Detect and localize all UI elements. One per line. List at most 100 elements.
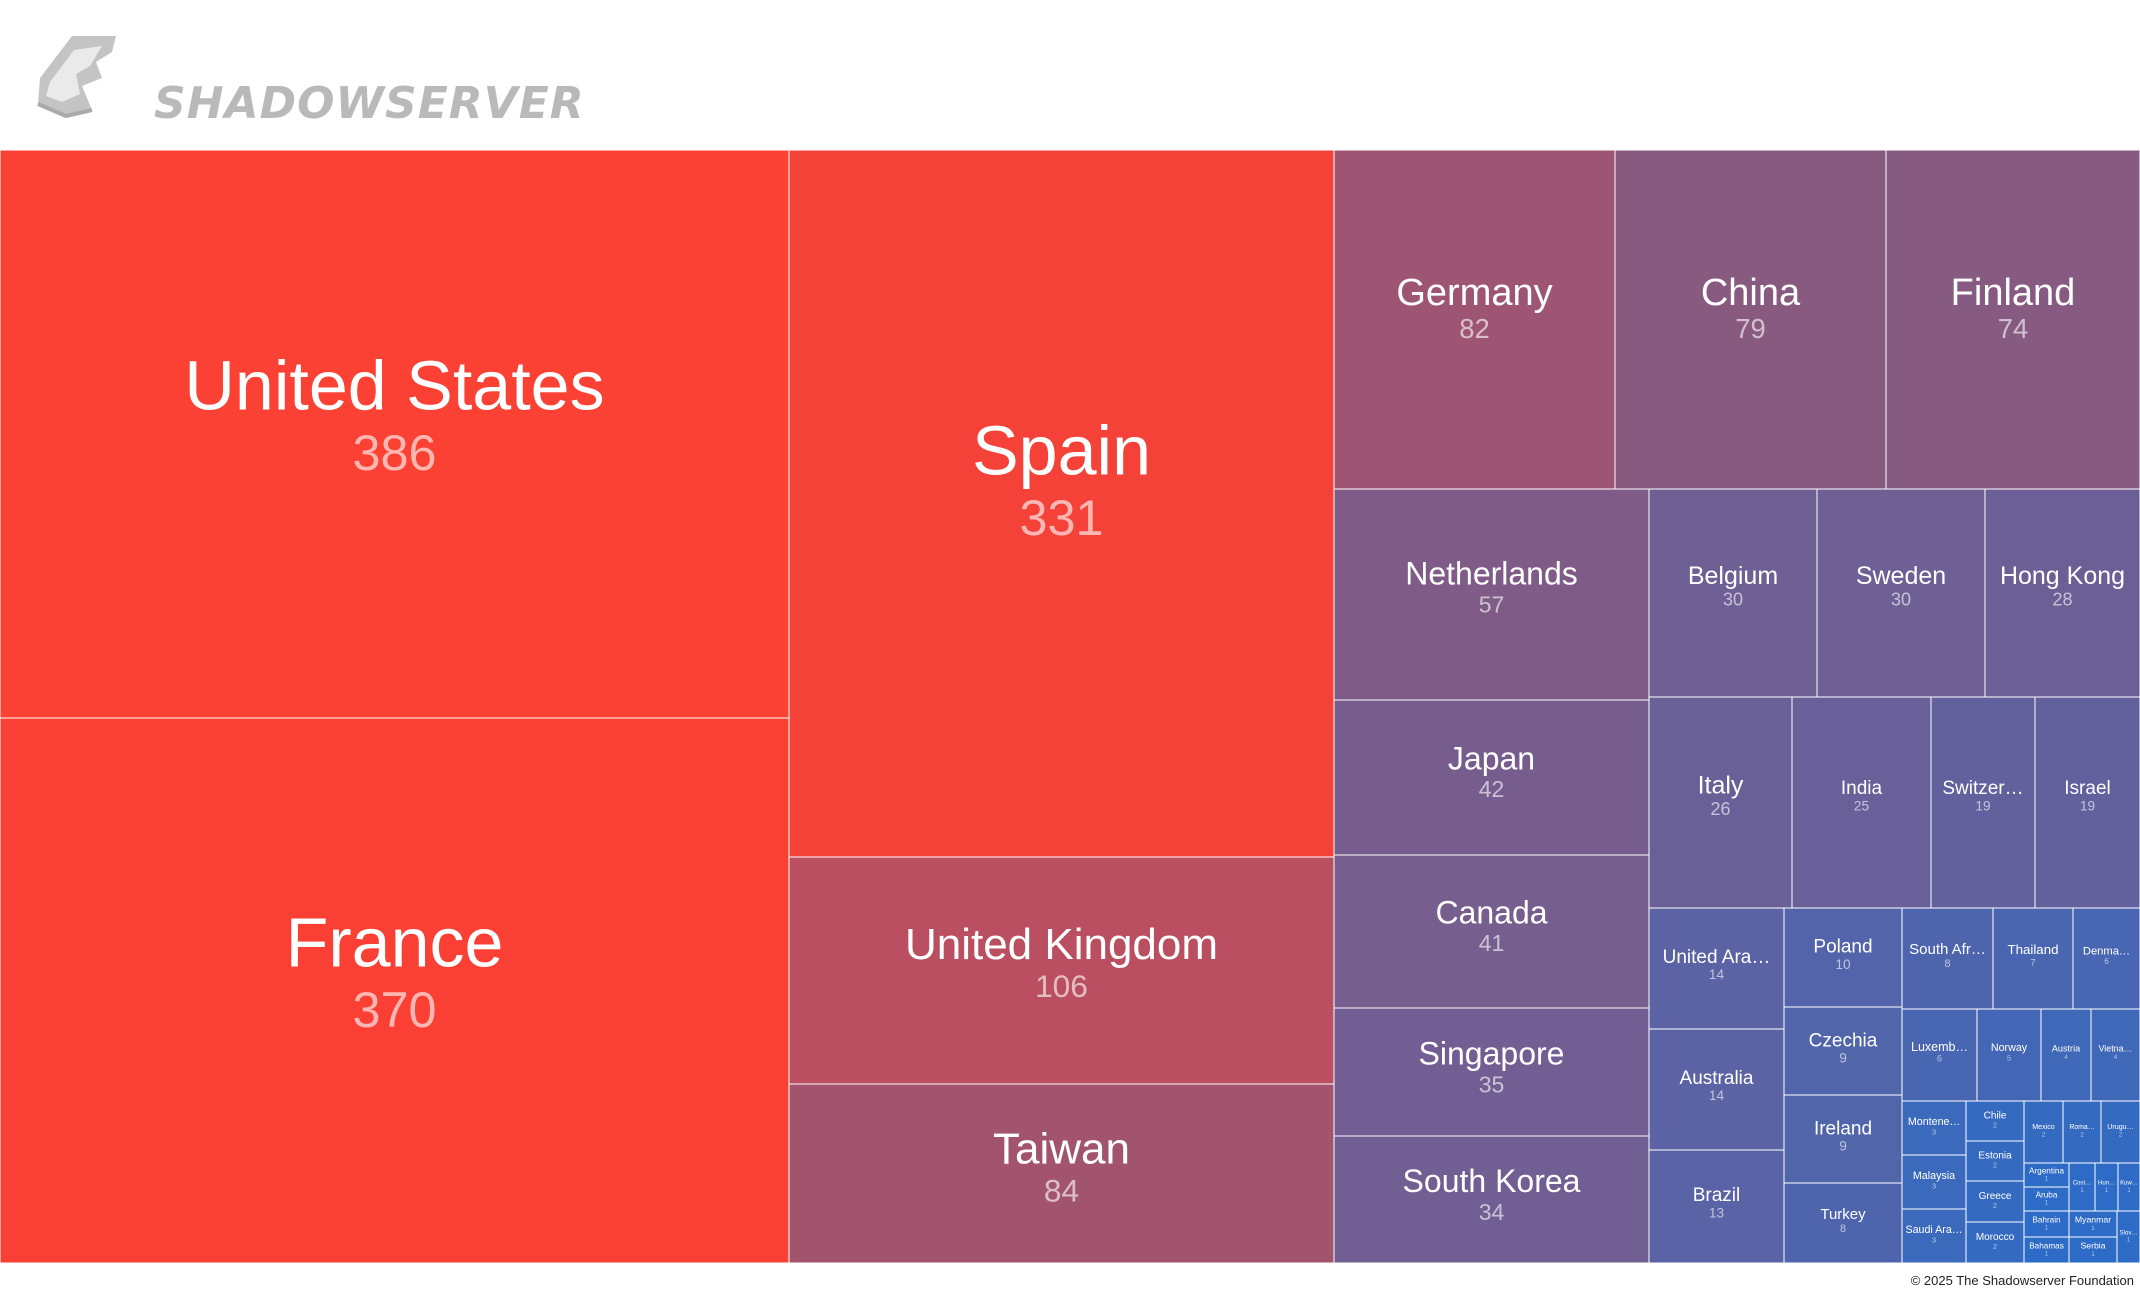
tile-rect-slovakia[interactable] — [2116, 1210, 2140, 1263]
tile-denmark[interactable]: Denma…6 — [2072, 907, 2140, 1010]
tile-rect-singapore[interactable] — [1333, 1007, 1650, 1137]
tile-rect-italy[interactable] — [1648, 696, 1793, 909]
tile-label-greece: Greece — [1979, 1191, 2012, 1202]
tile-uruguay[interactable]: Urugu…2 — [2100, 1100, 2140, 1164]
tile-rect-china[interactable] — [1614, 150, 1887, 490]
tile-rect-netherlands[interactable] — [1333, 488, 1650, 701]
tile-rect-romania[interactable] — [2062, 1100, 2102, 1164]
tile-bahamas[interactable]: Bahamas 1 — [2023, 1236, 2070, 1263]
tile-rect-ireland[interactable] — [1783, 1094, 1903, 1184]
tile-kuwait[interactable]: Kuw…1 — [2117, 1162, 2140, 1212]
tile-rect-japan[interactable] — [1333, 699, 1650, 856]
tile-rect-estonia[interactable] — [1965, 1140, 2025, 1182]
tile-value-malaysia: 3 — [1932, 1181, 1936, 1190]
tile-switzerland[interactable]: Switzer…19 — [1930, 696, 2036, 909]
tile-rect-united-kingdom[interactable] — [788, 856, 1335, 1085]
tile-rect-taiwan[interactable] — [788, 1083, 1335, 1263]
tile-rect-belgium[interactable] — [1648, 488, 1818, 698]
tile-rect-chile[interactable] — [1965, 1100, 2025, 1142]
tile-rect-brazil[interactable] — [1648, 1149, 1785, 1263]
tile-rect-south-korea[interactable] — [1333, 1135, 1650, 1263]
tile-rect-thailand[interactable] — [1992, 907, 2074, 1010]
tile-rect-switzerland[interactable] — [1930, 696, 2036, 909]
tile-south-africa[interactable]: South Afr…8 — [1901, 907, 1994, 1010]
tile-montenegro[interactable]: Montene…3 — [1901, 1100, 1967, 1156]
tile-rect-poland[interactable] — [1783, 907, 1903, 1008]
tile-rect-india[interactable] — [1791, 696, 1932, 909]
tile-rect-south-africa[interactable] — [1901, 907, 1994, 1010]
tile-bahrain[interactable]: Bahrain 1 — [2023, 1210, 2070, 1238]
tile-rect-czechia[interactable] — [1783, 1006, 1903, 1096]
tile-rect-hong-kong[interactable] — [1984, 488, 2140, 698]
tile-vietnam[interactable]: Vietna…4 — [2090, 1008, 2140, 1102]
tile-rect-myanmar[interactable] — [2068, 1210, 2118, 1238]
tile-rect-turkey[interactable] — [1783, 1182, 1903, 1263]
tile-rect-sweden[interactable] — [1816, 488, 1986, 698]
tile-costa-rica[interactable]: Cost…1 — [2068, 1162, 2096, 1212]
tile-hungary[interactable]: Hun…1 — [2094, 1162, 2119, 1212]
tile-rect-saudi-arabia[interactable] — [1901, 1208, 1967, 1263]
tile-rect-france[interactable] — [0, 717, 790, 1263]
tile-rect-norway[interactable] — [1976, 1008, 2042, 1102]
tile-rect-uruguay[interactable] — [2100, 1100, 2140, 1164]
tile-slovakia[interactable]: Slov…1 — [2116, 1210, 2140, 1263]
tile-rect-israel[interactable] — [2034, 696, 2140, 909]
tile-united-arab-emirates[interactable]: United Ara…14 — [1648, 907, 1785, 1030]
tile-rect-australia[interactable] — [1648, 1028, 1785, 1151]
tile-value-montenegro: 3 — [1932, 1127, 1936, 1136]
tile-saudi-arabia[interactable]: Saudi Ara…3 — [1901, 1208, 1967, 1263]
tile-rect-united-states[interactable] — [0, 150, 790, 719]
tile-rect-finland[interactable] — [1885, 150, 2140, 490]
tile-rect-denmark[interactable] — [2072, 907, 2140, 1010]
tile-rect-greece[interactable] — [1965, 1180, 2025, 1223]
tile-label-belgium: Belgium — [1688, 562, 1778, 590]
tile-rect-canada[interactable] — [1333, 854, 1650, 1009]
tile-rect-spain[interactable] — [788, 150, 1335, 858]
tile-rect-bahrain[interactable] — [2023, 1210, 2070, 1238]
tile-romania[interactable]: Roma…2 — [2062, 1100, 2102, 1164]
tile-rect-malaysia[interactable] — [1901, 1154, 1967, 1210]
tile-luxembourg[interactable]: Luxemb…6 — [1901, 1008, 1978, 1102]
tile-rect-costa-rica[interactable] — [2068, 1162, 2096, 1212]
tile-rect-bahamas[interactable] — [2023, 1236, 2070, 1263]
tile-label-denmark: Denma… — [2083, 945, 2130, 957]
tile-argentina[interactable]: Argentina 1 — [2023, 1162, 2070, 1188]
tile-aruba[interactable]: Aruba 1 — [2023, 1186, 2070, 1212]
